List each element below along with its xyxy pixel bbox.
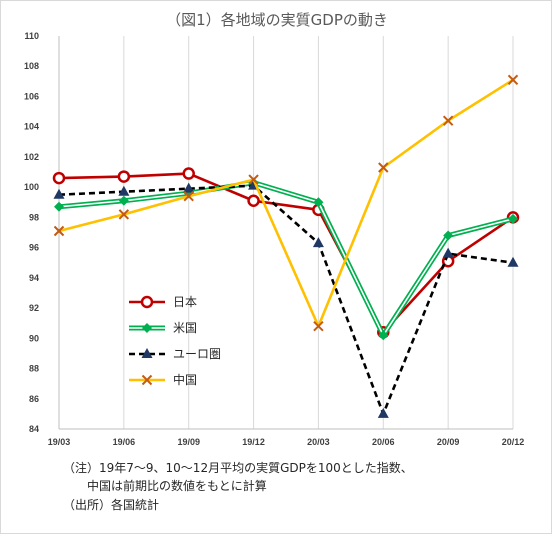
data-point xyxy=(53,225,65,237)
y-tick-label: 106 xyxy=(24,91,39,101)
x-tick-label: 20/03 xyxy=(307,437,330,447)
x-tick-label: 20/09 xyxy=(437,437,460,447)
y-tick-label: 84 xyxy=(29,424,39,434)
legend-marker xyxy=(141,348,153,358)
legend-marker xyxy=(140,295,154,309)
x-marker-stroke xyxy=(248,174,259,185)
y-tick-label: 90 xyxy=(29,333,39,343)
data-point xyxy=(443,230,454,241)
data-point xyxy=(507,256,519,267)
data-point xyxy=(313,197,324,208)
series-3 xyxy=(53,74,519,332)
legend-marker xyxy=(141,374,153,386)
data-point xyxy=(313,321,324,332)
legend-entry-0: 日本 xyxy=(129,295,197,309)
data-point xyxy=(442,247,454,258)
y-tick-label: 94 xyxy=(29,273,39,283)
data-point xyxy=(247,194,260,208)
data-point xyxy=(183,191,194,202)
x-marker-stroke xyxy=(507,74,519,86)
legend-label: 米国 xyxy=(173,321,197,335)
data-point xyxy=(118,209,130,220)
series-layer xyxy=(52,74,520,418)
x-tick-label: 20/12 xyxy=(502,437,525,447)
x-marker-stroke xyxy=(442,115,454,126)
source-note: （出所）各国統計 xyxy=(63,498,160,512)
data-point xyxy=(507,74,519,86)
legend-marker xyxy=(142,323,152,333)
series-line-0 xyxy=(58,172,514,334)
y-tick-label: 108 xyxy=(24,61,39,71)
data-point xyxy=(118,195,129,206)
x-marker-stroke xyxy=(378,162,389,173)
legend-entry-2: ユーロ圏 xyxy=(129,347,221,361)
x-tick-label: 19/06 xyxy=(113,437,136,447)
note-line-1: （注）19年7～9、10～12月平均の実質GDPを100とした指数、 xyxy=(63,461,413,475)
axes xyxy=(58,36,513,430)
series-line-1-inner xyxy=(58,181,514,337)
y-tick-label: 110 xyxy=(24,31,39,41)
legend-label: 日本 xyxy=(173,295,197,309)
data-point xyxy=(378,330,389,341)
data-point xyxy=(377,407,389,418)
x-marker-stroke xyxy=(183,191,194,202)
data-point xyxy=(508,213,518,224)
series-line-2 xyxy=(58,184,514,418)
x-tick-label: 20/06 xyxy=(372,437,395,447)
y-tick-label: 92 xyxy=(29,303,39,313)
y-tick-label: 88 xyxy=(29,364,39,374)
chart-title: （図1）各地域の実質GDPの動き xyxy=(166,11,388,29)
data-point xyxy=(54,201,64,212)
legend-entry-1: 米国 xyxy=(129,321,197,335)
legend-entry-3: 中国 xyxy=(129,372,197,387)
y-axis-ticks: 84 86 88 90 92 94 96 98 100 102 104 106 108 110 xyxy=(24,31,39,434)
x-marker-stroke xyxy=(53,225,65,237)
x-axis-ticks: 19/03 19/06 19/09 19/12 20/03 20/06 20/09 20/12 xyxy=(48,437,525,447)
y-tick-label: 86 xyxy=(29,394,39,404)
data-point xyxy=(312,237,324,248)
data-point xyxy=(117,170,131,183)
y-tick-label: 100 xyxy=(24,182,39,192)
data-point xyxy=(248,174,259,185)
y-tick-label: 98 xyxy=(29,212,39,222)
y-tick-label: 102 xyxy=(24,152,39,162)
x-tick-label: 19/03 xyxy=(48,437,71,447)
data-point xyxy=(182,167,195,180)
x-marker-stroke xyxy=(118,209,130,220)
legend-label: 中国 xyxy=(173,372,197,387)
x-marker-stroke xyxy=(141,374,153,386)
y-tick-label: 96 xyxy=(29,243,39,253)
x-marker-stroke xyxy=(313,321,324,332)
series-line-3 xyxy=(58,78,514,328)
x-tick-label: 19/12 xyxy=(242,437,265,447)
data-point xyxy=(183,182,195,193)
data-point xyxy=(118,185,130,196)
data-point xyxy=(442,115,454,126)
data-point xyxy=(53,188,65,199)
legend-label: ユーロ圏 xyxy=(173,347,221,361)
data-point xyxy=(378,162,389,173)
data-point xyxy=(52,171,66,185)
y-tick-label: 104 xyxy=(24,122,39,132)
x-tick-label: 19/09 xyxy=(177,437,200,447)
note-line-2: 中国は前期比の数値をもとに計算 xyxy=(87,479,267,493)
